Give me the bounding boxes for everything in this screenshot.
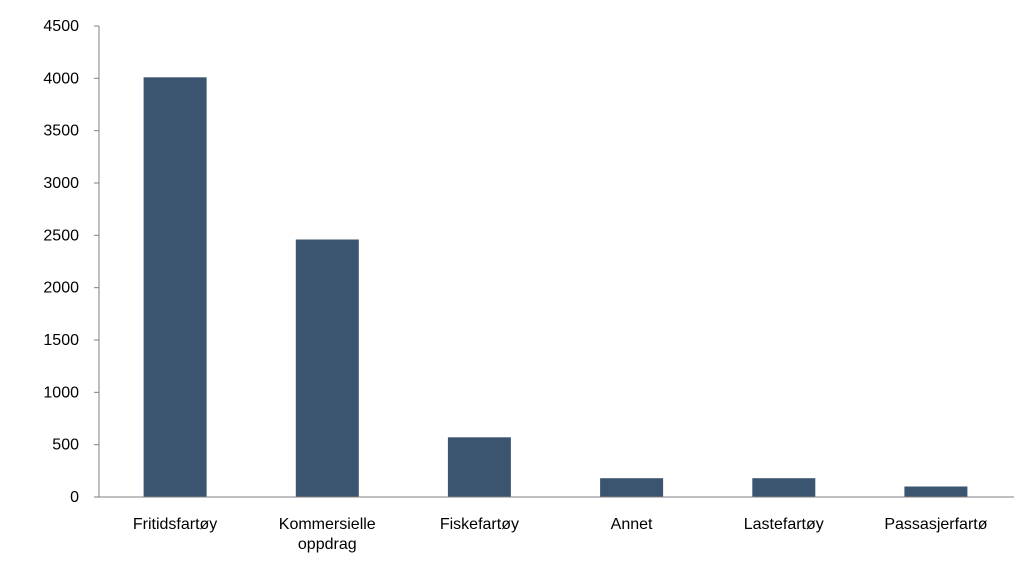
bars: [143, 77, 968, 498]
y-tick-label: 1500: [43, 332, 79, 349]
y-tick-label: 4500: [43, 18, 79, 35]
x-tick-label-line: Passasjerfartø: [884, 516, 987, 533]
bar-3: [447, 437, 511, 497]
x-tick-label: Annet: [611, 516, 653, 533]
y-tick-label: 0: [70, 489, 79, 506]
bar-5: [752, 478, 816, 497]
x-tick-label-line: Fritidsfartøy: [133, 516, 217, 533]
x-tick-label: Fiskefartøy: [440, 516, 519, 533]
bar-2: [295, 239, 359, 497]
y-axis: 0 500 1000 1500 2000 2500 3000 3500 4000 4500: [43, 18, 100, 506]
y-tick-label: 2500: [43, 227, 79, 244]
x-tick-label-line: Kommersielle: [279, 516, 376, 533]
x-tick-label: Kommersielle oppdrag: [279, 516, 376, 553]
bar-6: [904, 486, 968, 497]
x-tick-label-line: oppdrag: [298, 536, 357, 553]
x-tick-label-line: Annet: [611, 516, 653, 533]
y-tick-label: 500: [52, 437, 79, 454]
y-tick-label: 1000: [43, 384, 79, 401]
y-tick-label: 2000: [43, 280, 79, 297]
y-tick-label: 4000: [43, 70, 79, 87]
x-tick-label: Passasjerfartø: [884, 516, 987, 533]
x-tick-label: Fritidsfartøy: [133, 516, 217, 533]
bar-1: [143, 77, 207, 498]
y-tick-label: 3500: [43, 123, 79, 140]
x-tick-label: Lastefartøy: [744, 516, 824, 533]
y-tick-label: 3000: [43, 175, 79, 192]
x-tick-label-line: Lastefartøy: [744, 516, 824, 533]
x-tick-label-line: Fiskefartøy: [440, 516, 519, 533]
bar-4: [600, 478, 664, 497]
x-axis: Fritidsfartøy Kommersielle oppdrag Fiskefar…: [99, 496, 1014, 553]
